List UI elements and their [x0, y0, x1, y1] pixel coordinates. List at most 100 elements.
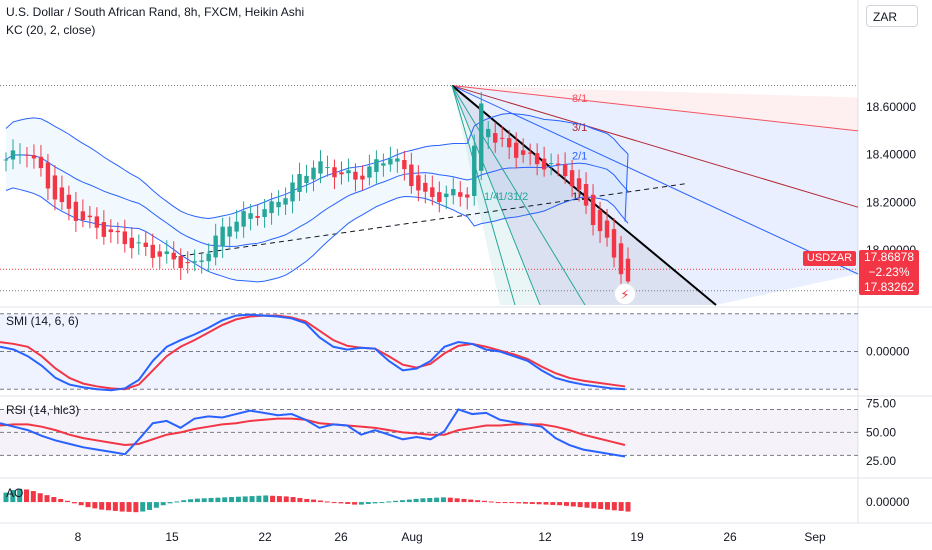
- time-axis-tick: Sep: [804, 530, 826, 544]
- ao-bar: [44, 495, 50, 503]
- ao-bar: [338, 502, 344, 504]
- ao-bar: [488, 501, 494, 503]
- candle-body: [3, 159, 9, 161]
- candle-body: [59, 187, 65, 203]
- ao-bar: [618, 502, 624, 511]
- candle-body: [625, 258, 631, 282]
- ao-bar: [270, 495, 276, 503]
- ao-bar: [591, 502, 597, 509]
- last-price: 17.86878: [863, 250, 915, 264]
- ao-bar: [290, 497, 296, 503]
- time-axis-tick: 26: [334, 530, 348, 544]
- candle-body: [472, 145, 477, 197]
- ao-bar: [625, 502, 631, 512]
- candle-body: [283, 198, 288, 205]
- candle-body: [178, 256, 183, 269]
- candle-body: [297, 174, 302, 192]
- time-axis-tick: 19: [630, 530, 644, 544]
- candle-body: [437, 192, 442, 202]
- candle-body: [80, 211, 86, 221]
- ao-bar: [352, 502, 358, 505]
- ao-bar: [311, 499, 317, 503]
- lightning-alert-icon[interactable]: ⚡: [614, 283, 636, 305]
- candle-body: [402, 160, 407, 170]
- price-axis-tick: 18.20000: [866, 195, 916, 209]
- candle-body: [45, 162, 51, 189]
- last-price-tag: 17.86878 −2.23% 17.83262: [859, 250, 919, 295]
- ao-bar: [393, 500, 399, 503]
- fan-label: 2/1: [572, 150, 587, 162]
- ao-bar: [598, 502, 604, 510]
- candle-body: [52, 175, 58, 200]
- kc-indicator-label[interactable]: KC (20, 2, close): [6, 23, 96, 37]
- candle-body: [157, 251, 162, 257]
- ao-bar: [502, 502, 508, 504]
- candle-body: [108, 229, 114, 233]
- candle-body: [367, 166, 372, 178]
- ao-bar: [153, 502, 159, 508]
- candle-body: [94, 216, 100, 228]
- candle-body: [262, 209, 267, 217]
- ao-bar: [345, 502, 351, 504]
- price-axis-tick: 18.40000: [866, 148, 916, 162]
- candle-body: [10, 150, 16, 160]
- ao-title[interactable]: AO: [6, 486, 24, 500]
- candle-body: [227, 226, 232, 237]
- ao-bar: [147, 502, 153, 510]
- fan-line-8-1: [451, 85, 859, 132]
- fan-label: 1/3: [498, 191, 513, 203]
- ao-bar: [420, 498, 426, 503]
- time-axis-tick: Aug: [401, 530, 422, 544]
- candle-body: [304, 175, 309, 184]
- price-axis-tick: 18.60000: [866, 100, 916, 114]
- candle-body: [611, 229, 617, 258]
- rsi-axis-tick: 50.00: [866, 425, 896, 439]
- ao-bar: [242, 496, 248, 503]
- candle-body: [220, 226, 225, 247]
- smi-title[interactable]: SMI (14, 6, 6): [6, 314, 79, 328]
- currency-button[interactable]: ZAR: [866, 5, 918, 27]
- candle-body: [206, 253, 211, 262]
- ao-bar: [461, 498, 467, 503]
- ao-bar: [229, 497, 235, 503]
- fan-label: 1/4: [484, 191, 499, 203]
- rsi-axis-tick: 25.00: [866, 454, 896, 468]
- ao-bar: [65, 500, 71, 503]
- candle-body: [555, 163, 561, 165]
- chart-title: U.S. Dollar / South African Rand, 8h, FX…: [6, 5, 305, 19]
- price-change: −2.23%: [868, 265, 910, 279]
- ao-bar: [160, 502, 166, 506]
- kc-lower-line: [5, 187, 629, 283]
- time-axis-tick: 15: [165, 530, 179, 544]
- candle-body: [136, 242, 141, 244]
- ao-bar: [51, 497, 57, 503]
- ao-bar: [399, 500, 405, 503]
- candle-body: [604, 220, 610, 238]
- ao-bar: [112, 502, 118, 511]
- ao-bar: [78, 502, 84, 506]
- ao-bar: [611, 502, 617, 511]
- ao-bar: [126, 502, 132, 512]
- candle-body: [115, 230, 121, 233]
- time-axis-tick: 8: [75, 530, 82, 544]
- candle-body: [416, 175, 421, 191]
- ao-bar: [208, 497, 214, 503]
- candle-body: [444, 193, 449, 198]
- rsi-title[interactable]: RSI (14, hlc3): [6, 403, 80, 417]
- ao-bar: [584, 502, 590, 508]
- candle-body: [388, 158, 393, 165]
- time-axis-tick: 12: [538, 530, 552, 544]
- ao-bar: [174, 501, 180, 503]
- smi-line: [0, 313, 626, 392]
- ao-bar: [468, 499, 474, 503]
- fan-line-1-2: [451, 85, 586, 306]
- ao-bar: [304, 498, 310, 503]
- ao-bar: [10, 490, 16, 503]
- candle-body: [395, 158, 400, 162]
- ao-bar: [235, 496, 241, 503]
- candle-body: [486, 128, 491, 138]
- candle-body: [409, 164, 414, 187]
- ao-bar: [201, 498, 207, 503]
- candle-body: [150, 244, 155, 258]
